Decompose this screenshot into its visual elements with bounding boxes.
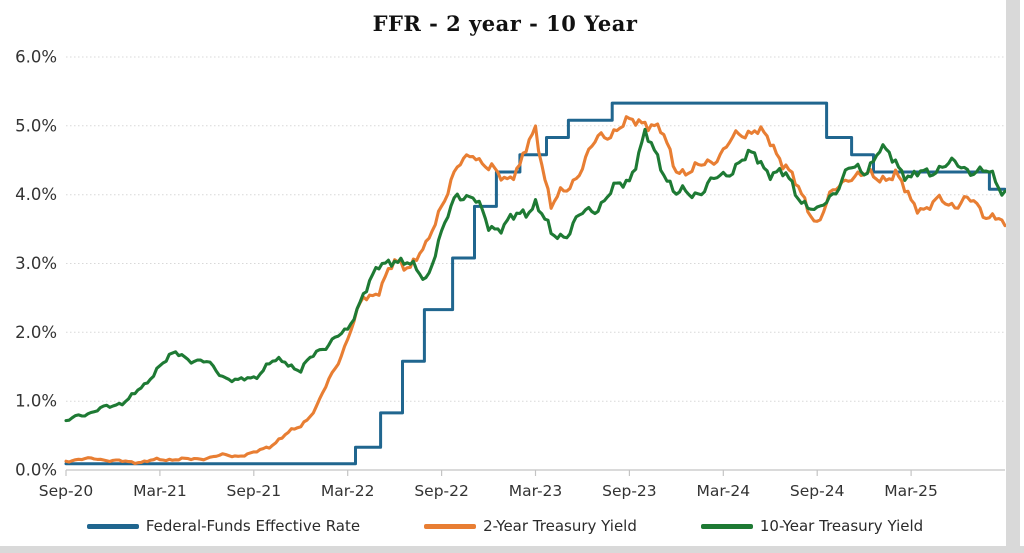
x-tick-label: Sep-20 bbox=[39, 482, 94, 500]
x-tick-label: Mar-21 bbox=[133, 482, 187, 500]
x-tick-label: Mar-22 bbox=[321, 482, 375, 500]
y-tick-label: 2.0% bbox=[15, 323, 57, 342]
ffr-series-line bbox=[64, 101, 1007, 466]
legend-label: Federal-Funds Effective Rate bbox=[145, 517, 361, 535]
y-tick-label: 3.0% bbox=[15, 254, 57, 273]
legend-item: Federal-Funds Effective Rate bbox=[86, 517, 361, 535]
ten-year-series-line bbox=[64, 127, 1007, 423]
y-tick-label: 1.0% bbox=[15, 392, 57, 411]
x-tick-label: Mar-23 bbox=[509, 482, 563, 500]
two-year-series-line bbox=[64, 115, 1007, 466]
x-tick-label: Mar-24 bbox=[697, 482, 751, 500]
x-tick-label: Sep-21 bbox=[227, 482, 282, 500]
right-scrollbar-track[interactable] bbox=[1006, 0, 1020, 553]
y-tick-label: 6.0% bbox=[15, 48, 57, 67]
x-tick-label: Sep-23 bbox=[602, 482, 657, 500]
chart-title: FFR - 2 year - 10 Year bbox=[372, 11, 638, 36]
legend-line-swatch-icon bbox=[424, 523, 477, 529]
legend-item: 2-Year Treasury Yield bbox=[424, 517, 637, 535]
y-tick-label: 0.0% bbox=[15, 461, 57, 480]
bottom-scrollbar-track[interactable] bbox=[0, 546, 1024, 553]
x-tick-label: Sep-24 bbox=[790, 482, 845, 500]
legend-line-swatch-icon bbox=[700, 523, 753, 529]
y-tick-label: 4.0% bbox=[15, 185, 57, 204]
legend-label: 2-Year Treasury Yield bbox=[483, 517, 637, 535]
x-tick-label: Mar-25 bbox=[884, 482, 938, 500]
legend-label: 10-Year Treasury Yield bbox=[759, 517, 924, 535]
legend-line-swatch-icon bbox=[86, 523, 139, 529]
x-tick-label: Sep-22 bbox=[414, 482, 469, 500]
y-tick-label: 5.0% bbox=[15, 116, 57, 135]
legend-item: 10-Year Treasury Yield bbox=[700, 517, 924, 535]
chart-legend: Federal-Funds Effective Rate 2-Year Treas… bbox=[0, 517, 1010, 535]
